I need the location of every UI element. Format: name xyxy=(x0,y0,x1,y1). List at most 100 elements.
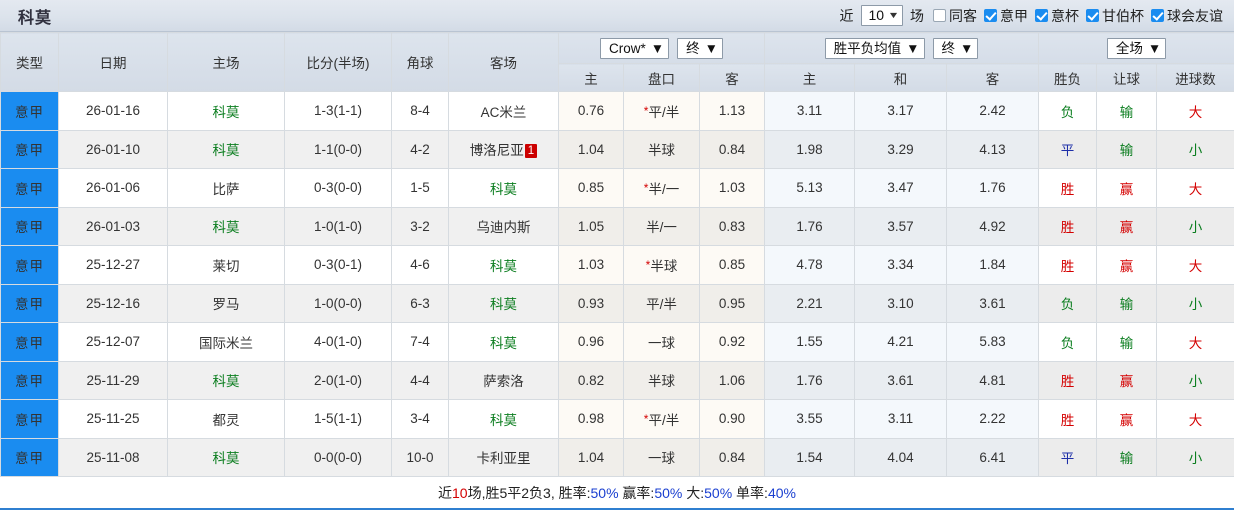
cell-odds-handicap: 半球 xyxy=(624,361,700,400)
chevron-down-icon: ▼ xyxy=(651,40,664,57)
cell-date: 25-12-07 xyxy=(59,323,168,362)
cell-odds-away: 0.84 xyxy=(700,130,765,169)
cell-avg-away: 3.61 xyxy=(947,284,1039,323)
col-avg-away: 客 xyxy=(947,64,1039,92)
cell-away: 科莫 xyxy=(449,400,559,439)
cell-odds-handicap: 半/一 xyxy=(624,207,700,246)
cell-league: 意甲 xyxy=(1,323,59,362)
competition-checkbox-2[interactable] xyxy=(1086,9,1099,22)
cell-date: 26-01-06 xyxy=(59,169,168,208)
cell-result-goals: 小 xyxy=(1157,207,1234,246)
same-away-checkbox[interactable] xyxy=(933,9,946,22)
result-group-header: 全场 ▼ xyxy=(1039,33,1234,64)
cell-date: 25-11-08 xyxy=(59,438,168,477)
match-history-panel: 科莫 近 10 ▼ 场 同客 意甲 意杯 甘伯杯 xyxy=(0,0,1234,499)
cell-league: 意甲 xyxy=(1,92,59,131)
cell-score: 2-0(1-0) xyxy=(285,361,392,400)
cell-score: 1-0(1-0) xyxy=(285,207,392,246)
odds-phase-value: 终 xyxy=(686,40,700,57)
cell-odds-away: 0.83 xyxy=(700,207,765,246)
col-result-wdl: 胜负 xyxy=(1039,64,1097,92)
cell-avg-away: 4.13 xyxy=(947,130,1039,169)
cell-result-handicap: 赢 xyxy=(1097,400,1157,439)
cell-away: 卡利亚里 xyxy=(449,438,559,477)
competition-filter-0[interactable]: 意甲 xyxy=(978,6,1029,26)
cell-result-wdl: 胜 xyxy=(1039,207,1097,246)
summary-hcp-rate: 50% xyxy=(654,485,682,501)
cell-avg-draw: 3.61 xyxy=(855,361,947,400)
recent-suffix-label: 场 xyxy=(907,6,927,26)
col-avg-home: 主 xyxy=(765,64,855,92)
col-odds-away: 客 xyxy=(700,64,765,92)
odds-phase-select[interactable]: 终 ▼ xyxy=(677,38,723,59)
cell-result-handicap: 输 xyxy=(1097,130,1157,169)
cell-result-goals: 大 xyxy=(1157,246,1234,285)
cell-corner: 10-0 xyxy=(392,438,449,477)
cell-avg-home: 1.76 xyxy=(765,361,855,400)
cell-result-goals: 大 xyxy=(1157,323,1234,362)
cell-odds-away: 1.06 xyxy=(700,361,765,400)
cell-result-handicap: 输 xyxy=(1097,284,1157,323)
competition-filter-1[interactable]: 意杯 xyxy=(1029,6,1080,26)
cell-result-goals: 小 xyxy=(1157,438,1234,477)
cell-corner: 8-4 xyxy=(392,92,449,131)
col-corner: 角球 xyxy=(392,33,449,92)
cell-avg-draw: 3.10 xyxy=(855,284,947,323)
cell-score: 0-3(0-1) xyxy=(285,246,392,285)
cell-avg-draw: 3.57 xyxy=(855,207,947,246)
cell-avg-away: 4.92 xyxy=(947,207,1039,246)
cell-avg-home: 5.13 xyxy=(765,169,855,208)
cell-league: 意甲 xyxy=(1,284,59,323)
cell-result-wdl: 胜 xyxy=(1039,169,1097,208)
odds-source-value: Crow* xyxy=(609,40,646,57)
summary-odd-label: 单率: xyxy=(732,483,768,503)
col-score: 比分(半场) xyxy=(285,33,392,92)
cell-avg-home: 3.11 xyxy=(765,92,855,131)
same-away-filter[interactable]: 同客 xyxy=(927,6,978,26)
odds-source-select[interactable]: Crow* ▼ xyxy=(600,38,669,59)
cell-odds-home: 0.98 xyxy=(559,400,624,439)
cell-avg-home: 1.98 xyxy=(765,130,855,169)
competition-filter-3[interactable]: 球会友谊 xyxy=(1145,6,1224,26)
cell-odds-handicap: 一球 xyxy=(624,438,700,477)
result-scope-select[interactable]: 全场 ▼ xyxy=(1107,38,1166,59)
cell-avg-draw: 4.04 xyxy=(855,438,947,477)
cell-away: 科莫 xyxy=(449,246,559,285)
cell-odds-handicap: 一球 xyxy=(624,323,700,362)
competition-checkbox-1[interactable] xyxy=(1035,9,1048,22)
summary-over-rate: 50% xyxy=(704,485,732,501)
competition-label-1: 意杯 xyxy=(1051,6,1080,26)
cell-odds-away: 0.84 xyxy=(700,438,765,477)
competition-filter-2[interactable]: 甘伯杯 xyxy=(1080,6,1145,26)
competition-checkbox-0[interactable] xyxy=(984,9,997,22)
cell-avg-home: 1.54 xyxy=(765,438,855,477)
cell-corner: 3-4 xyxy=(392,400,449,439)
cell-avg-away: 5.83 xyxy=(947,323,1039,362)
avg-phase-select[interactable]: 终 ▼ xyxy=(933,38,979,59)
cell-odds-home: 1.04 xyxy=(559,130,624,169)
cell-corner: 4-4 xyxy=(392,361,449,400)
avg-type-select[interactable]: 胜平负均值 ▼ xyxy=(825,38,925,59)
cell-home: 科莫 xyxy=(168,438,285,477)
cell-result-handicap: 赢 xyxy=(1097,207,1157,246)
cell-result-handicap: 赢 xyxy=(1097,246,1157,285)
recent-count-select[interactable]: 10 ▼ xyxy=(861,5,904,26)
cell-corner: 7-4 xyxy=(392,323,449,362)
summary-record: 场,胜5平2负3, 胜率: xyxy=(468,483,591,503)
cell-score: 1-3(1-1) xyxy=(285,92,392,131)
cell-home: 科莫 xyxy=(168,361,285,400)
cell-league: 意甲 xyxy=(1,438,59,477)
competition-checkbox-3[interactable] xyxy=(1151,9,1164,22)
